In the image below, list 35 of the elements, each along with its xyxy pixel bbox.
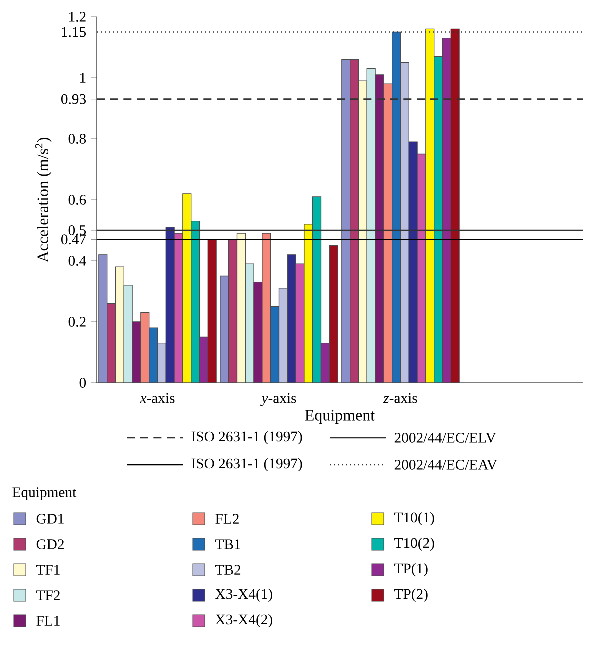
y-tick-label: 0.8 — [68, 134, 86, 144]
y-tick-label: 0.4 — [68, 256, 86, 266]
y-axis-title: Acceleration (m/s$^{2}$) — [35, 138, 52, 263]
y-tick-label: 0.2 — [68, 317, 86, 327]
x-tick-label: x-axis — [140, 393, 175, 404]
legend-label: T10(2) — [394, 538, 434, 552]
legend-label: 2002/44/EC/ELV — [394, 433, 496, 443]
legend-label: FL2 — [216, 514, 239, 524]
y-tick-label: 1.15 — [62, 27, 86, 38]
legend-label: T10(1) — [394, 512, 434, 526]
legend-label: GD1 — [36, 514, 64, 524]
legend-label: TP(1) — [394, 563, 428, 577]
legend-label: TF1 — [36, 565, 60, 575]
y-tick-label: 0.47 — [61, 234, 86, 245]
legend-label: FL1 — [36, 616, 60, 626]
legend-label: TB2 — [216, 565, 241, 575]
legend-label: X3-X4(2) — [216, 614, 272, 628]
legend-title: Equipment — [12, 488, 77, 500]
legend-label: 2002/44/EC/EAV — [394, 460, 498, 470]
y-tick-label: 1.2 — [70, 12, 86, 22]
x-tick-label: y-axis — [260, 393, 296, 406]
y-tick-label: 1 — [80, 73, 86, 83]
legend-label: TF2 — [36, 590, 60, 600]
legend-label: GD2 — [36, 540, 64, 550]
legend-label: ISO 2631-1 (1997) — [192, 458, 302, 472]
y-tick-label: 0.6 — [68, 195, 86, 205]
y-tick-label: 0.93 — [61, 94, 86, 104]
legend-label: ISO 2631-1 (1997) — [192, 431, 302, 445]
legend-label: X3-X4(1) — [216, 588, 272, 602]
x-tick-label: z-axis — [383, 393, 418, 404]
y-tick-label: 0.5 — [68, 226, 86, 236]
legend-label: TB1 — [216, 540, 240, 550]
legend-label: TP(2) — [394, 588, 428, 602]
y-tick-label: 0 — [80, 378, 86, 388]
x-axis-title: Equipment — [305, 410, 376, 424]
